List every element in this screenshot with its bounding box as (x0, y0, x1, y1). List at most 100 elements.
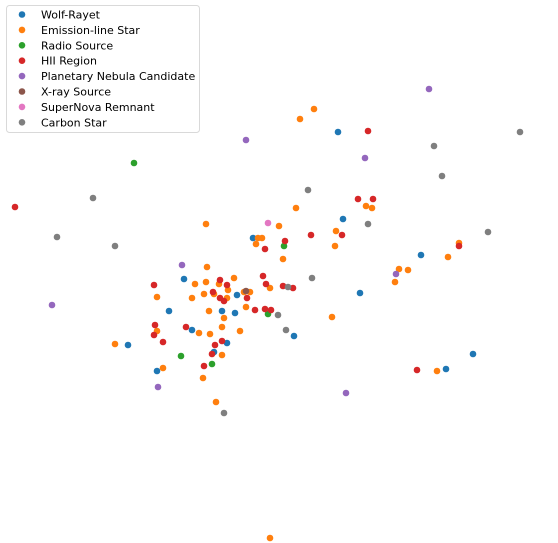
point-hii-region (267, 306, 275, 314)
legend-entries: Wolf-Rayet Emission-line Star Radio Source… (18, 9, 195, 129)
point-emission-line-star (275, 222, 283, 230)
point-hii-region (279, 282, 287, 290)
point-hii-region (354, 195, 362, 203)
point-emission-line-star (252, 240, 260, 248)
point-emission-line-star (153, 293, 161, 301)
point-wolf-rayet (231, 309, 239, 317)
legend-marker (18, 11, 26, 18)
point-hii-region (307, 231, 315, 239)
point-emission-line-star (391, 278, 399, 286)
legend: Wolf-Rayet Emission-line Star Radio Source… (6, 5, 200, 133)
point-emission-line-star (266, 284, 274, 292)
point-hii-region (209, 288, 217, 296)
point-emission-line-star (199, 374, 207, 382)
points-layer (11, 85, 524, 542)
legend-marker (18, 119, 26, 126)
point-wolf-rayet (339, 215, 347, 223)
point-emission-line-star (296, 115, 304, 123)
legend-box (6, 5, 200, 133)
point-emission-line-star (159, 364, 167, 372)
legend-marker (18, 57, 26, 64)
point-x-ray-source (242, 287, 250, 295)
point-emission-line-star (395, 265, 403, 273)
point-wolf-rayet (356, 289, 364, 297)
point-carbon-star (284, 283, 292, 291)
point-emission-line-star (205, 307, 213, 315)
point-supernova-remnant (264, 219, 272, 227)
point-emission-line-star (236, 327, 244, 335)
point-hii-region (150, 281, 158, 289)
point-planetary-nebula-candidate (178, 261, 186, 269)
point-emission-line-star (212, 398, 220, 406)
point-carbon-star (516, 128, 524, 136)
point-hii-region (151, 321, 159, 329)
point-hii-region (413, 366, 421, 374)
point-emission-line-star (242, 303, 250, 311)
legend-label: Emission-line Star (41, 24, 140, 37)
point-wolf-rayet (180, 275, 188, 283)
point-hii-region (11, 203, 19, 211)
point-radio-source (177, 352, 185, 360)
legend-item-supernova-remnant: SuperNova Remnant (18, 101, 155, 114)
point-hii-region (182, 323, 190, 331)
point-hii-region (261, 245, 269, 253)
point-emission-line-star (218, 323, 226, 331)
point-wolf-rayet (233, 291, 241, 299)
point-emission-line-star (368, 204, 376, 212)
point-planetary-nebula-candidate (425, 85, 433, 93)
point-radio-source (280, 242, 288, 250)
point-carbon-star (111, 242, 119, 250)
point-wolf-rayet (165, 307, 173, 315)
point-carbon-star (220, 409, 228, 417)
legend-marker (18, 42, 26, 49)
point-wolf-rayet (249, 234, 257, 242)
legend-item-radio-source: Radio Source (18, 39, 113, 52)
legend-item-hii-region: HII Region (18, 55, 97, 68)
point-hii-region (211, 341, 219, 349)
point-hii-region (150, 331, 158, 339)
legend-marker (18, 26, 26, 34)
legend-label: SuperNova Remnant (41, 101, 155, 114)
point-emission-line-star (332, 227, 340, 235)
point-hii-region (159, 338, 167, 346)
point-carbon-star (430, 142, 438, 150)
point-wolf-rayet (417, 251, 425, 259)
legend-label: X-ray Source (41, 86, 111, 99)
point-planetary-nebula-candidate (154, 383, 162, 391)
point-carbon-star (304, 186, 312, 194)
point-wolf-rayet (124, 341, 132, 349)
point-emission-line-star (111, 340, 119, 348)
point-emission-line-star (224, 286, 232, 294)
point-emission-line-star (188, 294, 196, 302)
point-emission-line-star (200, 290, 208, 298)
point-hii-region (251, 306, 259, 314)
point-wolf-rayet (442, 365, 450, 373)
point-hii-region (220, 297, 228, 305)
point-emission-line-star (404, 266, 412, 274)
point-hii-region (218, 337, 226, 345)
legend-label: Radio Source (41, 39, 113, 52)
point-emission-line-star (279, 255, 287, 263)
point-emission-line-star (206, 330, 214, 338)
point-emission-line-star (362, 202, 370, 210)
legend-item-emission-line-star: Emission-line Star (18, 24, 140, 37)
point-hii-region (281, 237, 289, 245)
point-planetary-nebula-candidate (361, 154, 369, 162)
point-carbon-star (438, 172, 446, 180)
point-carbon-star (364, 220, 372, 228)
point-hii-region (259, 272, 267, 280)
point-hii-region (364, 127, 372, 135)
point-carbon-star (484, 228, 492, 236)
point-hii-region (200, 362, 208, 370)
point-hii-region (223, 281, 231, 289)
legend-item-x-ray-source: X-ray Source (18, 86, 111, 99)
point-planetary-nebula-candidate (342, 389, 350, 397)
point-wolf-rayet (334, 128, 342, 136)
legend-label: Carbon Star (41, 116, 107, 129)
point-planetary-nebula-candidate (242, 136, 250, 144)
point-radio-source (130, 159, 138, 167)
point-hii-region (338, 231, 346, 239)
point-wolf-rayet (153, 367, 161, 375)
point-hii-region (216, 276, 224, 284)
